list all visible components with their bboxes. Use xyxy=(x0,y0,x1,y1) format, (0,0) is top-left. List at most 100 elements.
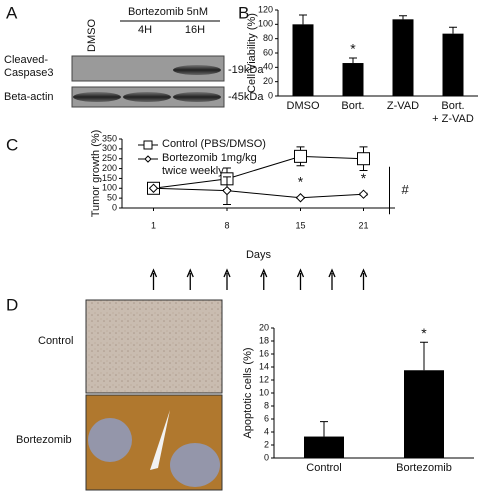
y-tick-label: 350 xyxy=(102,133,117,143)
blot-band xyxy=(73,92,121,102)
marker xyxy=(358,189,369,199)
legend-label: Bortezomib 1mg/kg twice weekly xyxy=(162,152,257,177)
error-bar xyxy=(449,26,457,34)
x-tick-label: DMSO xyxy=(286,100,320,112)
y-tick-label: 2 xyxy=(264,439,269,449)
y-tick-label: 8 xyxy=(264,400,269,410)
error-bar xyxy=(349,57,357,64)
blot-band xyxy=(173,92,221,102)
dosing-arrow xyxy=(328,268,336,290)
series-line xyxy=(153,187,364,199)
error-bar xyxy=(420,341,428,371)
micrograph-label: Bortezomib xyxy=(16,434,72,446)
y-tick-label: 100 xyxy=(102,183,117,193)
y-axis-label: Tumor growth (%) xyxy=(90,130,102,218)
bar xyxy=(292,24,314,96)
micrograph-label: Control xyxy=(38,335,73,347)
significance-mark: * xyxy=(421,325,427,341)
y-tick-label: 300 xyxy=(102,143,117,153)
y-tick-label: 250 xyxy=(102,153,117,163)
treatment-label: Bortezomib 5nM xyxy=(128,6,208,18)
y-tick-label: 150 xyxy=(102,173,117,183)
y-tick-label: 0 xyxy=(268,90,273,100)
blot-band xyxy=(123,92,171,102)
y-tick-label: 50 xyxy=(107,193,117,203)
y-tick-label: 4 xyxy=(264,426,269,436)
dosing-arrow xyxy=(260,268,268,290)
dosing-arrow xyxy=(186,268,194,290)
y-tick-label: 16 xyxy=(259,348,269,358)
y-axis-label: Apoptotic cells (%) xyxy=(242,347,254,438)
y-tick-label: 20 xyxy=(259,322,269,332)
x-tick-label: Control xyxy=(306,462,342,474)
panel-label: A xyxy=(6,3,18,22)
y-tick-label: 40 xyxy=(263,62,273,72)
x-tick-label-box: Bort. + Z-VAD xyxy=(432,100,474,125)
dosing-arrow xyxy=(359,268,368,290)
micrograph-region xyxy=(88,418,132,462)
y-tick-label: 0 xyxy=(112,202,117,212)
series-line xyxy=(153,155,364,189)
micrograph-region xyxy=(170,443,220,487)
y-tick-label: 60 xyxy=(263,47,273,57)
dosing-arrow xyxy=(296,268,305,290)
lane-label: 4H xyxy=(138,24,152,36)
panel-label: D xyxy=(6,295,18,314)
x-tick-label: Bort. + Z-VAD xyxy=(432,100,474,125)
x-tick-label: 15 xyxy=(295,220,305,230)
x-tick-label-box: Control xyxy=(306,462,342,474)
dosing-arrow xyxy=(223,268,231,290)
y-tick-label: 0 xyxy=(264,452,269,462)
x-tick-label-box: Bortezomib xyxy=(396,462,452,474)
lane-label: DMSO xyxy=(86,19,98,52)
y-tick-label: 80 xyxy=(263,33,273,43)
x-tick-label-box: DMSO xyxy=(286,100,320,112)
error-bar xyxy=(399,15,407,20)
panel-label: C xyxy=(6,135,18,154)
x-axis-label: Days xyxy=(246,249,272,261)
bar xyxy=(404,370,444,458)
y-tick-label: 14 xyxy=(259,361,269,371)
lane-label: 16H xyxy=(185,24,205,36)
panel-label: B xyxy=(238,3,249,22)
marker xyxy=(143,140,153,150)
marker xyxy=(148,183,159,193)
y-tick-label: 120 xyxy=(258,4,273,14)
y-tick-label: 12 xyxy=(259,374,269,384)
x-tick-label: 1 xyxy=(151,220,156,230)
blot-band xyxy=(173,65,221,75)
marker xyxy=(294,149,307,163)
row-label: Beta-actin xyxy=(4,91,54,103)
marker xyxy=(222,185,232,196)
bar xyxy=(392,19,414,96)
error-bar xyxy=(299,14,307,25)
y-tick-label: 10 xyxy=(259,387,269,397)
x-tick-label: 21 xyxy=(358,220,368,230)
y-tick-label: 20 xyxy=(263,76,273,86)
significance-mark: * xyxy=(350,41,356,57)
significance-mark: * xyxy=(361,170,367,186)
size-label: -45kDa xyxy=(228,91,264,103)
x-tick-label-box: Z-VAD xyxy=(386,100,420,112)
micrograph-region xyxy=(150,410,170,470)
x-tick-label-box: Bort. xyxy=(341,100,365,112)
x-tick-label: Bortezomib xyxy=(396,462,452,474)
y-tick-label: 6 xyxy=(264,413,269,423)
x-tick-label: Z-VAD xyxy=(386,100,420,112)
x-tick-label: Bort. xyxy=(341,100,365,112)
y-tick-label: 200 xyxy=(102,163,117,173)
bar xyxy=(342,63,364,96)
y-axis-label: Cell Viability (%) xyxy=(246,13,258,93)
size-label: -19kDa xyxy=(228,64,264,76)
marker xyxy=(295,193,306,203)
error-bar xyxy=(320,421,328,437)
y-tick-label: 18 xyxy=(259,335,269,345)
significance-mark: * xyxy=(298,173,304,189)
x-tick-label: 8 xyxy=(224,220,229,230)
micrograph xyxy=(85,299,223,394)
marker xyxy=(144,155,152,163)
row-label: Cleaved- Caspase3 xyxy=(4,54,54,79)
legend-label: Control (PBS/DMSO) xyxy=(162,138,266,150)
marker xyxy=(357,152,370,166)
